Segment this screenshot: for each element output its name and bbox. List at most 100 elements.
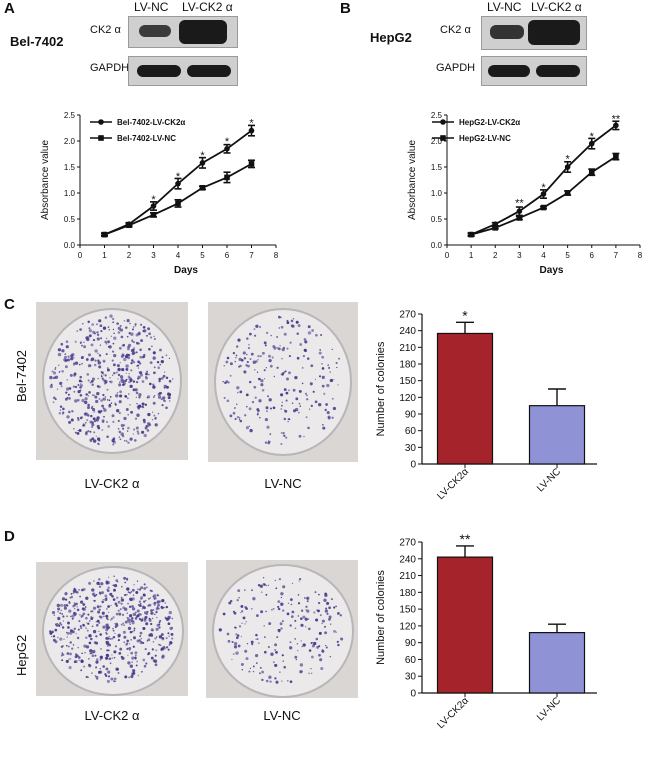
colony <box>239 390 243 394</box>
colony <box>315 333 318 337</box>
colony <box>84 625 86 627</box>
colony <box>321 622 323 625</box>
colony <box>264 441 268 444</box>
colony <box>129 630 133 634</box>
colony <box>165 605 169 609</box>
colony-dish-ck2-d <box>36 562 188 696</box>
colony <box>303 435 305 438</box>
x-tick-label: 0 <box>445 251 450 260</box>
colony <box>127 393 130 395</box>
colony <box>250 352 254 356</box>
colony <box>254 369 256 371</box>
colony <box>75 590 79 594</box>
colony <box>60 342 64 346</box>
colony <box>69 652 72 656</box>
y-tick-label: 210 <box>399 571 416 582</box>
colony <box>281 358 283 360</box>
colony <box>308 408 311 410</box>
x-tick-label: 2 <box>493 251 498 260</box>
colony <box>324 631 328 635</box>
colony <box>244 623 246 625</box>
data-point <box>175 200 181 207</box>
colony <box>90 637 93 641</box>
colony <box>297 324 301 328</box>
significance-marker: * <box>590 131 595 143</box>
colony <box>280 602 284 606</box>
colony <box>61 654 64 657</box>
colony <box>131 630 134 633</box>
colony <box>290 615 294 618</box>
colony <box>107 576 110 579</box>
colony <box>65 604 69 607</box>
data-point <box>199 185 206 191</box>
colony <box>143 617 147 621</box>
data-point <box>224 174 230 181</box>
colony <box>59 622 62 625</box>
colony <box>72 644 75 646</box>
colony <box>67 393 70 396</box>
colony <box>112 584 115 587</box>
colony <box>328 615 332 619</box>
colony <box>146 610 149 613</box>
x-tick-label: 1 <box>102 251 107 260</box>
colony <box>62 411 65 414</box>
colony <box>287 420 289 423</box>
colony <box>143 433 147 438</box>
colony <box>60 385 63 388</box>
colony <box>158 600 162 603</box>
colony <box>269 680 272 683</box>
colony <box>57 352 62 357</box>
colony <box>257 642 260 644</box>
colony <box>121 379 125 384</box>
colony <box>66 379 68 381</box>
colony <box>304 617 308 621</box>
colony <box>144 403 148 406</box>
colony <box>79 342 82 344</box>
colony <box>57 348 62 352</box>
colony <box>121 368 125 372</box>
colony <box>152 640 155 643</box>
colony <box>159 644 162 647</box>
colony <box>336 640 339 643</box>
colony <box>106 421 108 423</box>
blot-band <box>528 20 580 45</box>
y-tick-label: 270 <box>399 538 416 549</box>
colony <box>121 434 125 438</box>
colony <box>109 592 113 596</box>
colony <box>279 671 281 673</box>
colony <box>143 353 146 357</box>
colony <box>135 391 139 395</box>
lane-label-ck2-a: LV-CK2 α <box>182 0 233 14</box>
lane-label-nc-b: LV-NC <box>487 0 522 14</box>
colony <box>301 645 303 648</box>
colony <box>257 359 259 361</box>
colony <box>157 395 162 399</box>
y-tick-label: 0.5 <box>64 215 76 224</box>
colony <box>73 428 75 430</box>
data-point <box>175 180 181 187</box>
colony <box>278 577 282 581</box>
colony <box>316 609 318 611</box>
colony-dish-nc-d <box>206 560 358 698</box>
colony <box>236 634 240 637</box>
colony <box>95 418 99 422</box>
colony <box>295 320 299 324</box>
colony <box>288 371 291 375</box>
colony <box>135 615 139 618</box>
colony <box>238 418 241 421</box>
colony <box>308 627 311 631</box>
significance-marker: ** <box>515 197 524 209</box>
colony <box>329 655 332 658</box>
colony <box>158 380 161 383</box>
colony <box>235 636 239 640</box>
colony <box>124 395 127 398</box>
colony <box>243 370 247 374</box>
colony <box>151 419 154 421</box>
x-tick-label: 8 <box>274 251 279 260</box>
colony <box>105 342 108 345</box>
colony <box>106 654 110 658</box>
colony <box>119 328 124 332</box>
colony <box>134 417 138 420</box>
colony <box>149 382 152 386</box>
colony <box>64 397 68 401</box>
